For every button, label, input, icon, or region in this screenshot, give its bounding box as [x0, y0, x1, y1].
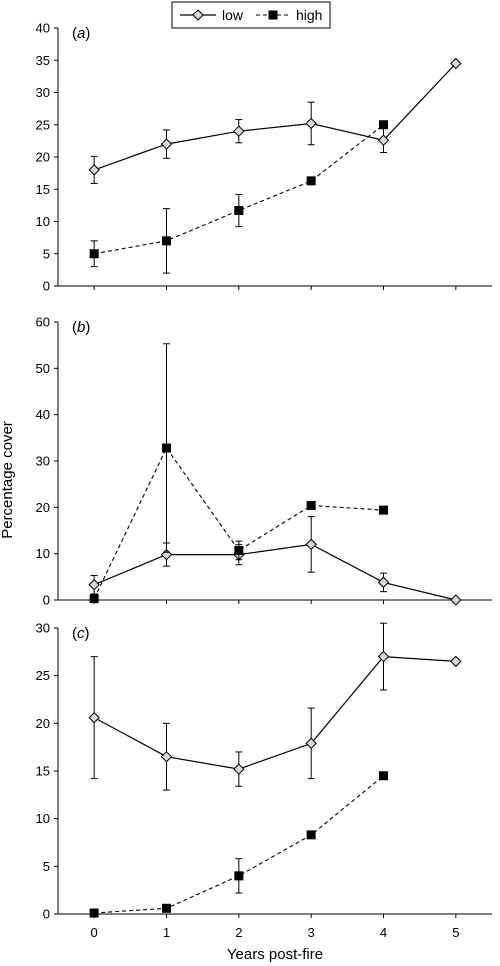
- data-point-low: [450, 655, 462, 668]
- legend: low high: [171, 1, 331, 29]
- data-point-low: [233, 763, 245, 775]
- y-tick-label: 60: [36, 315, 50, 330]
- y-tick-label: 30: [36, 621, 50, 636]
- y-tick-label: 0: [43, 593, 50, 608]
- series-line-high: [94, 124, 384, 255]
- series-line-high: [93, 446, 384, 599]
- y-tick-label: 5: [43, 859, 50, 874]
- x-tick-label: 5: [452, 925, 459, 940]
- x-tick-label: 0: [91, 925, 98, 940]
- legend-marker-high: [268, 10, 278, 20]
- y-tick-label: 30: [36, 85, 50, 100]
- data-point-low: [377, 134, 390, 146]
- data-point-low: [377, 576, 390, 589]
- series-line-high: [94, 775, 384, 914]
- y-tick-label: 30: [36, 454, 50, 469]
- y-tick-label: 5: [43, 246, 50, 261]
- data-point-high: [379, 120, 388, 130]
- x-tick-label: 4: [380, 925, 387, 940]
- y-tick-label: 20: [36, 150, 50, 165]
- y-tick-label: 25: [36, 117, 50, 132]
- panel-label: (b): [72, 319, 90, 336]
- x-axis-title: Years post-fire: [227, 946, 323, 963]
- y-tick-label: 25: [36, 668, 50, 683]
- y-tick-label: 10: [36, 811, 50, 826]
- x-tick-label: 3: [308, 925, 315, 940]
- data-point-high: [234, 206, 244, 216]
- data-point-high: [379, 505, 388, 515]
- y-tick-label: 50: [36, 361, 50, 376]
- data-point-high: [306, 176, 316, 186]
- legend-label-high: high: [296, 7, 322, 23]
- series-line-low: [93, 655, 456, 770]
- panel-1: 0 5 10 15 20 25 30 35 40 (a): [36, 21, 492, 294]
- data-point-high: [306, 830, 316, 840]
- data-point-low: [88, 579, 100, 591]
- y-tick-label: 0: [43, 907, 50, 922]
- data-point-high: [89, 594, 99, 604]
- legend-marker-low: [192, 9, 204, 21]
- data-point-high: [234, 871, 244, 881]
- y-tick-label: 20: [36, 716, 50, 731]
- data-point-low: [305, 737, 317, 750]
- panel-label: (c): [72, 625, 90, 642]
- data-point-high: [162, 903, 171, 913]
- data-point-low: [88, 164, 100, 176]
- data-point-low: [450, 57, 462, 70]
- y-tick-label: 10: [36, 546, 50, 561]
- x-tick-label: 1: [163, 925, 170, 940]
- panel-3: 0 5 10 15 20 25 30 0 1 2 3 4 5 Years post-fire (c): [36, 621, 492, 963]
- data-point-high: [162, 236, 171, 246]
- x-tick-label: 2: [235, 925, 242, 940]
- data-point-high: [89, 908, 99, 918]
- data-point-low: [305, 538, 317, 551]
- data-point-low: [450, 594, 462, 606]
- data-point-high: [162, 443, 171, 453]
- panel-2: 0 10 20 30 40 50 60 (b): [36, 315, 492, 608]
- y-tick-label: 0: [43, 279, 50, 294]
- legend-label-low: low: [222, 7, 244, 23]
- y-tick-label: 35: [36, 53, 50, 68]
- panel-label: (a): [72, 25, 90, 42]
- y-axis-title: Percentage cover: [0, 421, 16, 539]
- data-point-low: [160, 750, 173, 763]
- y-tick-label: 40: [36, 407, 50, 422]
- data-point-high: [306, 500, 316, 510]
- y-tick-label: 15: [36, 182, 50, 197]
- data-point-high: [379, 771, 388, 781]
- data-point-low: [305, 117, 317, 130]
- y-tick-label: 10: [36, 214, 50, 229]
- data-point-high: [234, 545, 244, 555]
- data-point-low: [377, 650, 390, 663]
- series-line-low: [93, 543, 456, 601]
- y-tick-label: 15: [36, 764, 50, 779]
- data-point-low: [233, 125, 245, 137]
- series-line-low: [93, 63, 457, 171]
- data-point-low: [160, 138, 173, 150]
- y-tick-label: 20: [36, 500, 50, 515]
- data-point-high: [89, 249, 99, 259]
- data-point-low: [88, 711, 100, 724]
- y-tick-label: 40: [36, 21, 50, 36]
